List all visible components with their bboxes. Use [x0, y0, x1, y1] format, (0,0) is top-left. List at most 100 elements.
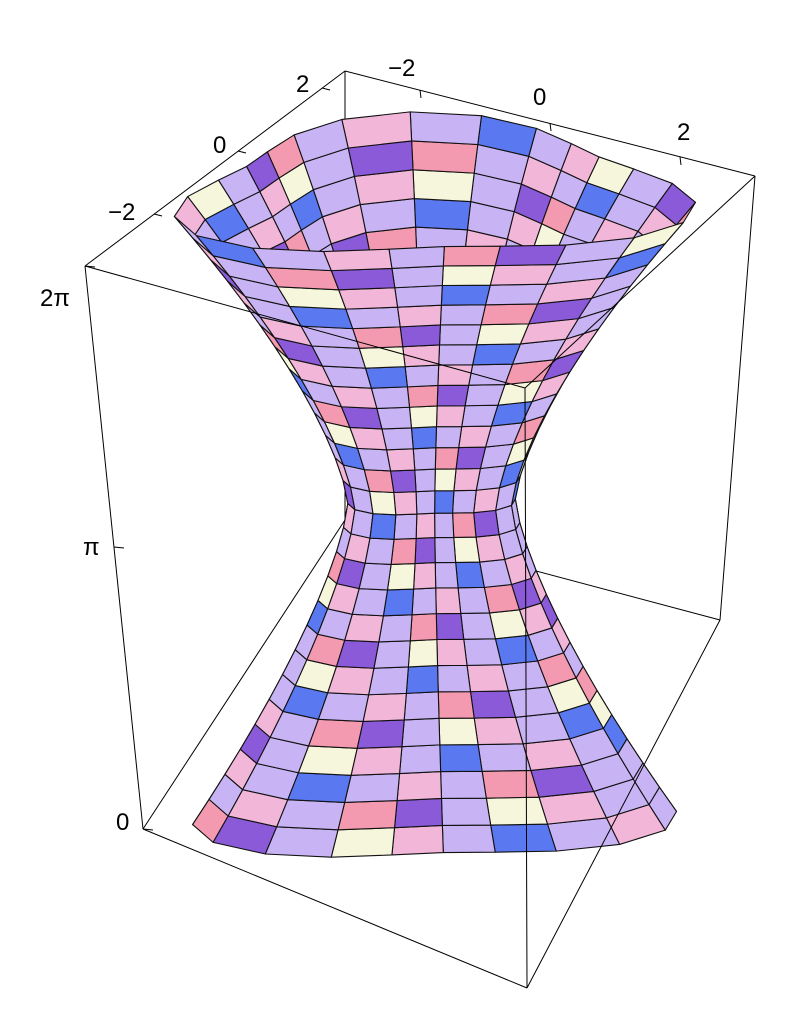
surface-facet: [485, 796, 549, 826]
surface-facet: [452, 489, 477, 514]
surface-facet: [440, 770, 487, 799]
surface-facet: [317, 692, 370, 722]
surface-facet: [490, 823, 557, 853]
surface-facet: [480, 303, 539, 326]
surface-facet: [457, 586, 491, 615]
surface-facet: [434, 468, 457, 492]
surface-facet: [376, 406, 413, 430]
surface-facet: [341, 111, 413, 149]
surface-facet: [330, 827, 396, 858]
surface-facet: [434, 536, 457, 564]
surface-facet: [389, 469, 417, 494]
surface-facet: [388, 246, 445, 269]
surface-facet: [350, 746, 403, 776]
surface-facet: [414, 468, 436, 493]
surface-facet: [368, 666, 409, 696]
surface-facet: [473, 716, 524, 746]
surface-facet: [437, 364, 474, 386]
surface-facet: [363, 469, 395, 494]
surface-facet: [358, 562, 392, 591]
surface-facet: [408, 405, 438, 429]
surface-facet: [394, 284, 443, 308]
surface-facet: [364, 366, 408, 389]
surface-facet: [297, 745, 358, 776]
surface-facet: [411, 140, 479, 174]
surface-facet: [435, 425, 463, 449]
surface-facet: [407, 638, 439, 668]
surface-facet: [436, 384, 470, 407]
surface-facet: [370, 386, 411, 410]
surface-facet: [439, 744, 483, 773]
surface-facet: [437, 691, 475, 719]
surface-facet: [438, 344, 478, 366]
top-left-tick-label: −2: [108, 199, 135, 226]
surface-facet: [396, 304, 442, 328]
surface-facet: [476, 323, 530, 346]
surface-facet: [411, 587, 437, 616]
axis-ticks: [84, 87, 682, 831]
surface-facet: [396, 771, 443, 802]
surface-facet: [308, 718, 364, 749]
surface-facet: [438, 717, 479, 746]
surface-facet: [401, 717, 441, 748]
surface-facet: [441, 265, 496, 287]
surface-facet: [399, 744, 442, 775]
surface-facet: [414, 537, 436, 565]
surface-facet: [439, 304, 487, 326]
surface-facet: [345, 306, 401, 330]
z-tick-label: π: [83, 534, 100, 561]
surface-facet: [415, 512, 436, 540]
surface-facet: [410, 426, 438, 450]
surface-facet: [369, 513, 397, 540]
surface-facet: [390, 537, 417, 565]
top-back-tick-label: −2: [388, 55, 415, 82]
surface-facet: [453, 467, 481, 492]
surface-facet: [458, 425, 492, 449]
surface-facet: [475, 534, 506, 563]
surface-facet: [406, 384, 439, 408]
surface-facet: [455, 446, 487, 470]
surface-facet: [412, 169, 475, 203]
surface-facet: [287, 772, 352, 804]
surface-facet: [276, 799, 346, 831]
surface-facet: [323, 248, 393, 272]
surface-facet: [409, 111, 483, 146]
z-tick-label: 2π: [40, 285, 70, 312]
surface-facet: [434, 490, 455, 514]
surface-facet: [440, 284, 491, 306]
surface-facet: [455, 561, 485, 589]
surface-facet: [362, 692, 407, 722]
top-left-tick-label: 0: [213, 132, 226, 159]
surface-facet: [463, 638, 503, 666]
surface-facet: [453, 536, 481, 564]
surface-facet: [337, 799, 398, 831]
surface-facet: [442, 245, 501, 267]
surface-facet: [330, 267, 396, 291]
surface-facet: [460, 612, 496, 640]
surface-facet: [440, 797, 492, 826]
surface-facet: [481, 769, 540, 799]
surface-facet: [437, 664, 472, 693]
surface-facet: [412, 447, 437, 471]
surface-facet: [385, 448, 416, 472]
surface-facet: [351, 588, 389, 617]
surface-facet: [434, 561, 459, 589]
surface-facet: [469, 690, 517, 719]
surface-facet: [494, 244, 567, 267]
surface-facet: [413, 198, 472, 231]
surface-facet: [381, 427, 414, 451]
surface-facet: [464, 384, 506, 407]
surface-facet: [435, 612, 465, 641]
surface-facet: [404, 364, 440, 388]
surface-facet: [434, 512, 455, 539]
surface-facet: [399, 324, 441, 348]
top-left-tick-labels: 2 0 −2: [108, 71, 309, 226]
surface-facet: [394, 797, 443, 829]
surface-facet: [405, 665, 439, 694]
surface-facet: [436, 638, 468, 667]
z-tick-label: 0: [116, 809, 129, 836]
top-back-tick-labels: −2 0 2: [388, 55, 690, 146]
surface-facet: [369, 490, 397, 516]
surface-facet: [473, 509, 500, 538]
